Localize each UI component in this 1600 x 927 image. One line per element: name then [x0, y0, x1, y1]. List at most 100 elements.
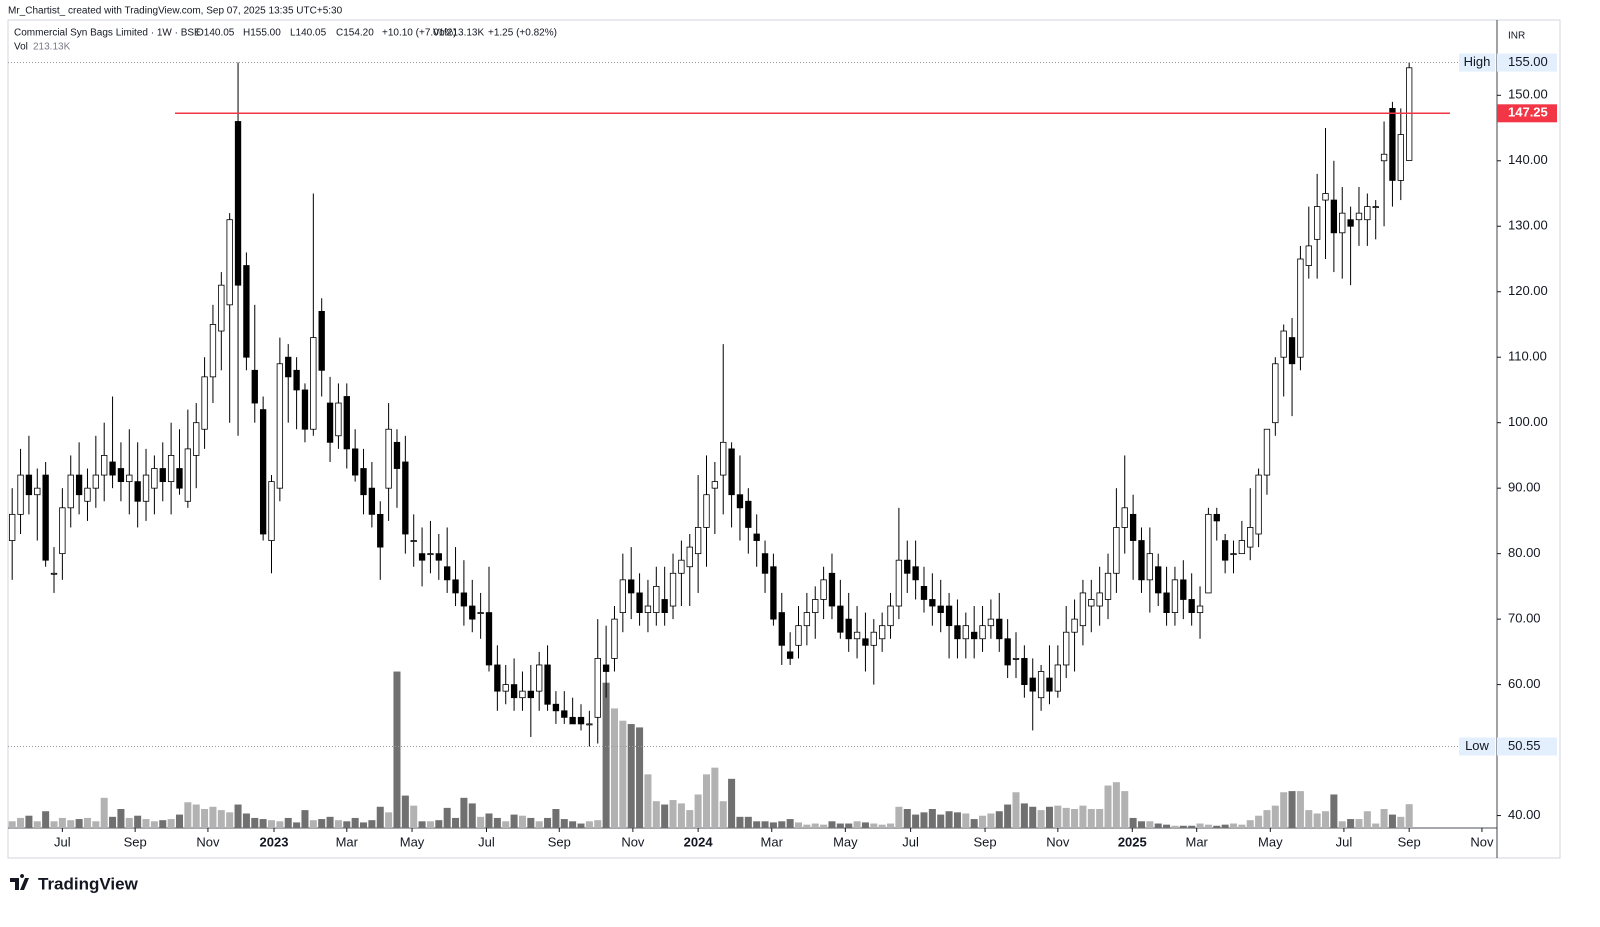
- candle-body: [218, 284, 225, 332]
- candle-body: [318, 310, 325, 371]
- volume-bar: [1271, 805, 1279, 828]
- candle-body: [1221, 540, 1229, 561]
- candle-body: [1347, 219, 1354, 227]
- volume-bar: [1071, 809, 1079, 828]
- volume-bar: [828, 821, 836, 828]
- candle-body: [285, 356, 292, 378]
- candle-body: [887, 605, 894, 627]
- candle-body: [1029, 677, 1036, 692]
- volume-bar: [1087, 809, 1095, 828]
- candle-body: [1280, 330, 1287, 358]
- candle-body: [1046, 677, 1053, 692]
- volume-bar: [803, 824, 811, 828]
- y-tick-label: 100.00: [1508, 414, 1548, 429]
- candle-body: [193, 422, 200, 456]
- volume-bar: [870, 823, 878, 828]
- candle-body: [753, 533, 760, 541]
- candle-body: [335, 402, 342, 437]
- y-tick-label: 70.00: [1508, 611, 1541, 626]
- price-label-box: [1497, 53, 1557, 72]
- x-tick-label: May: [833, 834, 858, 849]
- volume-bar: [594, 820, 602, 828]
- volume-bar: [1263, 810, 1271, 828]
- volume-bar: [669, 800, 677, 828]
- candle-body: [962, 625, 969, 640]
- volume-bar: [535, 821, 543, 828]
- volume-bar: [769, 822, 777, 828]
- candle-body: [694, 527, 702, 555]
- volume-bar: [962, 813, 970, 828]
- legend-low: L140.05: [290, 28, 327, 39]
- volume-bar: [109, 816, 117, 828]
- y-tick-label: 150.00: [1508, 87, 1548, 102]
- candle-body: [661, 599, 668, 613]
- volume-bar: [811, 823, 819, 828]
- x-tick-label: Jul: [1336, 834, 1353, 849]
- volume-bar: [686, 810, 694, 828]
- volume-bar: [1129, 817, 1137, 828]
- volume-bar: [1296, 791, 1304, 828]
- volume-bar: [460, 797, 468, 828]
- x-tick-label: Mar: [1185, 834, 1208, 849]
- volume-bar: [560, 819, 568, 828]
- volume-bar: [744, 816, 752, 828]
- candle-body: [1138, 540, 1145, 581]
- candle-body: [812, 599, 819, 613]
- candle-body: [820, 579, 827, 600]
- candle-body: [1205, 513, 1212, 594]
- volume-bar: [1313, 813, 1321, 828]
- volume-bar: [937, 814, 945, 828]
- volume-bar: [1096, 809, 1104, 828]
- volume-bar: [510, 814, 518, 828]
- candle-body: [25, 474, 33, 496]
- candle-body: [686, 546, 693, 568]
- x-tick-label: Mar: [761, 834, 784, 849]
- candle-body: [527, 690, 534, 699]
- candle-body: [803, 612, 811, 627]
- x-tick-label: Nov: [621, 834, 645, 849]
- volume-bar: [912, 814, 920, 828]
- candle-body: [602, 664, 610, 672]
- candle-body: [979, 625, 986, 640]
- candle-body: [761, 553, 769, 574]
- volume-bar: [485, 813, 493, 828]
- volume-bar: [401, 795, 409, 828]
- candle-body: [736, 494, 744, 509]
- volume-bar: [652, 801, 660, 828]
- candle-body: [243, 265, 250, 358]
- x-tick-label: Jul: [54, 834, 71, 849]
- volume-bar: [1012, 792, 1020, 828]
- volume-bar: [1079, 805, 1087, 828]
- candle-body: [1238, 540, 1246, 555]
- candle-body: [895, 559, 903, 607]
- volume-bar: [393, 671, 401, 828]
- candle-body: [711, 481, 719, 489]
- candle-body: [460, 592, 468, 607]
- candle-body: [1389, 107, 1396, 181]
- candle-body: [142, 474, 150, 502]
- volume-bar: [979, 815, 987, 828]
- volume-bar: [861, 822, 869, 828]
- volume-bar: [301, 810, 309, 828]
- volume-bar: [1154, 823, 1162, 828]
- candle-body: [1406, 67, 1413, 161]
- volume-bar: [544, 817, 552, 828]
- candle-body: [1004, 638, 1011, 666]
- candle-body: [494, 664, 501, 692]
- candle-body: [50, 572, 58, 575]
- candle-body: [1230, 553, 1237, 556]
- candle-body: [84, 487, 91, 502]
- candle-body: [109, 461, 116, 476]
- volume-bar: [477, 816, 485, 828]
- candle-body: [1163, 592, 1170, 613]
- volume-bar: [201, 809, 209, 828]
- level-label: 147.25: [1508, 105, 1548, 120]
- volume-bar: [502, 821, 510, 828]
- volume-bar: [518, 815, 526, 828]
- y-tick-label: 80.00: [1508, 545, 1541, 560]
- candle-body: [786, 651, 794, 659]
- candle-body: [301, 389, 309, 430]
- candle-body: [1213, 513, 1220, 522]
- candle-body: [586, 723, 593, 726]
